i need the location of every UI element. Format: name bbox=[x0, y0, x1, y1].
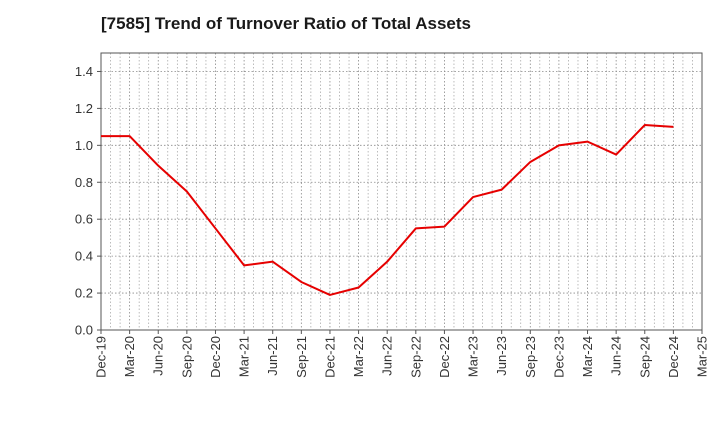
x-tick-label: Dec-19 bbox=[94, 336, 109, 378]
x-tick-label: Sep-21 bbox=[294, 336, 309, 378]
x-tick-label: Dec-24 bbox=[666, 336, 681, 378]
x-tick-label: Mar-22 bbox=[351, 336, 366, 377]
y-tick-label: 0.0 bbox=[75, 323, 93, 338]
y-tick-label: 0.4 bbox=[75, 249, 93, 264]
y-tick-label: 0.2 bbox=[75, 286, 93, 301]
x-tick-label: Mar-21 bbox=[237, 336, 252, 377]
x-tick-label: Jun-23 bbox=[494, 336, 509, 376]
chart-title: [7585] Trend of Turnover Ratio of Total … bbox=[101, 14, 471, 33]
axes: 0.0 0.2 0.4 0.6 0.8 1.0 1.2 1.4 Dec-19 Mar-20 Jun-… bbox=[75, 52, 710, 378]
x-tick-label: Dec-23 bbox=[551, 336, 566, 378]
y-tick-label: 0.8 bbox=[75, 175, 93, 190]
x-tick-label: Sep-22 bbox=[408, 336, 423, 378]
x-tick-label: Jun-21 bbox=[265, 336, 280, 376]
x-tick-label: Sep-23 bbox=[523, 336, 538, 378]
x-tick-label: Dec-21 bbox=[322, 336, 337, 378]
x-tick-label: Jun-24 bbox=[609, 336, 624, 376]
x-tick-label: Mar-25 bbox=[695, 336, 710, 377]
y-tick-label: 1.4 bbox=[75, 64, 93, 79]
x-tick-label: Sep-24 bbox=[637, 336, 652, 378]
grid bbox=[100, 53, 703, 331]
plot-frame bbox=[100, 52, 703, 331]
x-tick-label: Sep-20 bbox=[179, 336, 194, 378]
x-tick-label: Dec-20 bbox=[208, 336, 223, 378]
y-tick-label: 1.2 bbox=[75, 101, 93, 116]
x-tick-label: Jun-20 bbox=[151, 336, 166, 376]
x-tick-label: Jun-22 bbox=[380, 336, 395, 376]
series-line bbox=[101, 124, 674, 296]
x-tick-label: Mar-24 bbox=[580, 336, 595, 377]
y-tick-label: 0.6 bbox=[75, 212, 93, 227]
x-tick-label: Dec-22 bbox=[437, 336, 452, 378]
x-tick-label: Mar-20 bbox=[122, 336, 137, 377]
y-tick-label: 1.0 bbox=[75, 138, 93, 153]
series bbox=[101, 124, 674, 296]
x-tick-label: Mar-23 bbox=[466, 336, 481, 377]
